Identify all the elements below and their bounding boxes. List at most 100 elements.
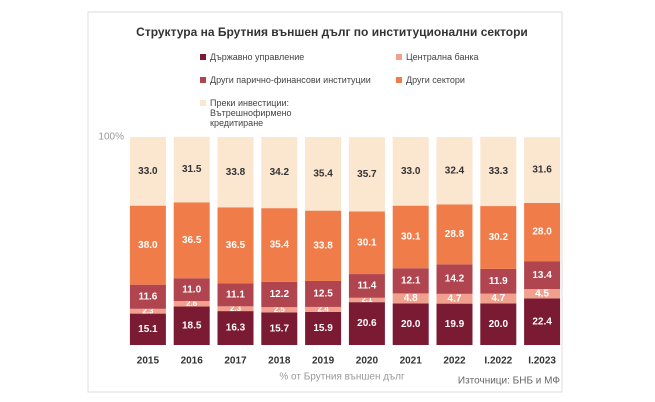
chart-title: Структура на Брутния външен дълг по инст… (136, 25, 528, 39)
x-tick-label: 2020 (356, 356, 379, 367)
bar-segment (480, 268, 517, 294)
bar-segment (524, 202, 561, 262)
bar-segment (217, 311, 254, 345)
value-label: 4.5 (535, 288, 549, 299)
legend-swatch (200, 77, 206, 83)
bar-segment (392, 137, 429, 206)
value-label: 36.5 (226, 240, 246, 251)
bar-segment (348, 274, 385, 298)
legend-label: Други сектори (406, 75, 465, 85)
x-tick-label: 2021 (400, 356, 423, 367)
value-label: 30.1 (401, 232, 421, 243)
subtitle: % от Брутния външен дълг (279, 372, 405, 383)
value-label: 20.0 (489, 319, 509, 330)
value-label: 33.8 (313, 240, 333, 251)
bar-segment (217, 306, 254, 312)
x-tick-label: 2015 (137, 356, 160, 367)
bar-segment (129, 313, 166, 345)
bar-segment (480, 136, 517, 207)
bar-segment (305, 311, 342, 345)
value-label: 14.2 (445, 274, 465, 285)
legend-item: Преки инвестиции: Вътрешнофирмено кредит… (200, 98, 340, 128)
value-label: 11.0 (182, 284, 201, 295)
value-label: 2.4 (318, 305, 330, 314)
bar-segment (436, 264, 473, 294)
bar-segment (305, 210, 342, 281)
value-label: 31.5 (182, 164, 202, 175)
x-tick-label: I.2023 (528, 356, 556, 367)
bar-segment (129, 205, 166, 285)
bar-segment (261, 307, 298, 313)
legend-item: Държавно управление (200, 52, 390, 62)
source: Източници: БНБ и МФ (458, 376, 560, 387)
bar-segment (261, 281, 298, 308)
bar-segment (480, 206, 517, 269)
value-label: 30.2 (489, 232, 509, 243)
value-label: 15.9 (313, 323, 333, 334)
bar-segment (524, 289, 561, 299)
value-label: 35.7 (357, 169, 377, 180)
x-tick-label: 2016 (181, 356, 204, 367)
value-label: 16.3 (226, 323, 246, 334)
value-label: 19.9 (445, 319, 465, 330)
value-label: 11.4 (357, 281, 376, 292)
bar-segment (261, 312, 298, 345)
legend-label: Държавно управление (210, 52, 305, 62)
bar-segment (348, 211, 385, 275)
x-tick-label: I.2022 (484, 356, 512, 367)
bar-segment (392, 268, 429, 294)
value-label: 33.0 (401, 166, 421, 177)
bar-segment (129, 284, 166, 309)
legend-label: Други парично-финансови институции (210, 75, 371, 85)
bar-segment (305, 306, 342, 312)
value-label: 33.3 (489, 166, 509, 177)
value-label: 4.7 (491, 293, 505, 304)
bar-segment (173, 301, 210, 307)
legend-swatch (396, 54, 402, 60)
bar-segment (392, 293, 429, 304)
legend-swatch (200, 54, 206, 60)
bar-segment (392, 303, 429, 345)
value-label: 11.9 (489, 276, 508, 287)
value-label: 28.8 (445, 229, 465, 240)
value-label: 22.4 (532, 316, 552, 327)
value-label: 32.4 (445, 165, 465, 176)
bar-segment (524, 137, 561, 203)
value-label: 38.0 (138, 240, 158, 251)
bar-segment (129, 137, 166, 206)
value-label: 31.6 (532, 165, 552, 176)
value-label: 12.2 (270, 289, 290, 300)
value-label: 15.1 (138, 324, 158, 335)
value-label: 2.3 (142, 306, 154, 315)
bar-segment (436, 137, 473, 205)
bar-segment (436, 293, 473, 304)
x-tick-label: 2018 (268, 356, 291, 367)
bar-segment (217, 283, 254, 307)
value-label: 2.3 (230, 304, 242, 313)
bar-segment (173, 202, 210, 279)
bar-segment (305, 280, 342, 307)
bar-segment (392, 205, 429, 269)
value-label: 2.5 (274, 305, 286, 314)
bar-segment (305, 137, 342, 211)
bar-segment (261, 208, 298, 282)
bar-segment (524, 261, 561, 290)
value-label: 35.4 (270, 240, 290, 251)
value-label: 15.7 (270, 323, 290, 334)
value-label: 34.2 (270, 167, 290, 178)
y-tick-label: 100% (98, 132, 124, 143)
value-label: 12.1 (401, 275, 421, 286)
value-label: 18.5 (182, 320, 202, 331)
bar-segment (173, 136, 210, 203)
value-label: 13.4 (532, 270, 552, 281)
legend-label: Централна банка (406, 52, 479, 62)
bar-segment (524, 298, 561, 345)
bar-segment (480, 303, 517, 345)
value-label: 28.0 (532, 227, 552, 238)
value-label: 11.1 (226, 289, 245, 300)
legend-label: Преки инвестиции: Вътрешнофирмено кредит… (210, 98, 292, 128)
bar-segment (217, 207, 254, 284)
value-label: 33.8 (226, 167, 246, 178)
